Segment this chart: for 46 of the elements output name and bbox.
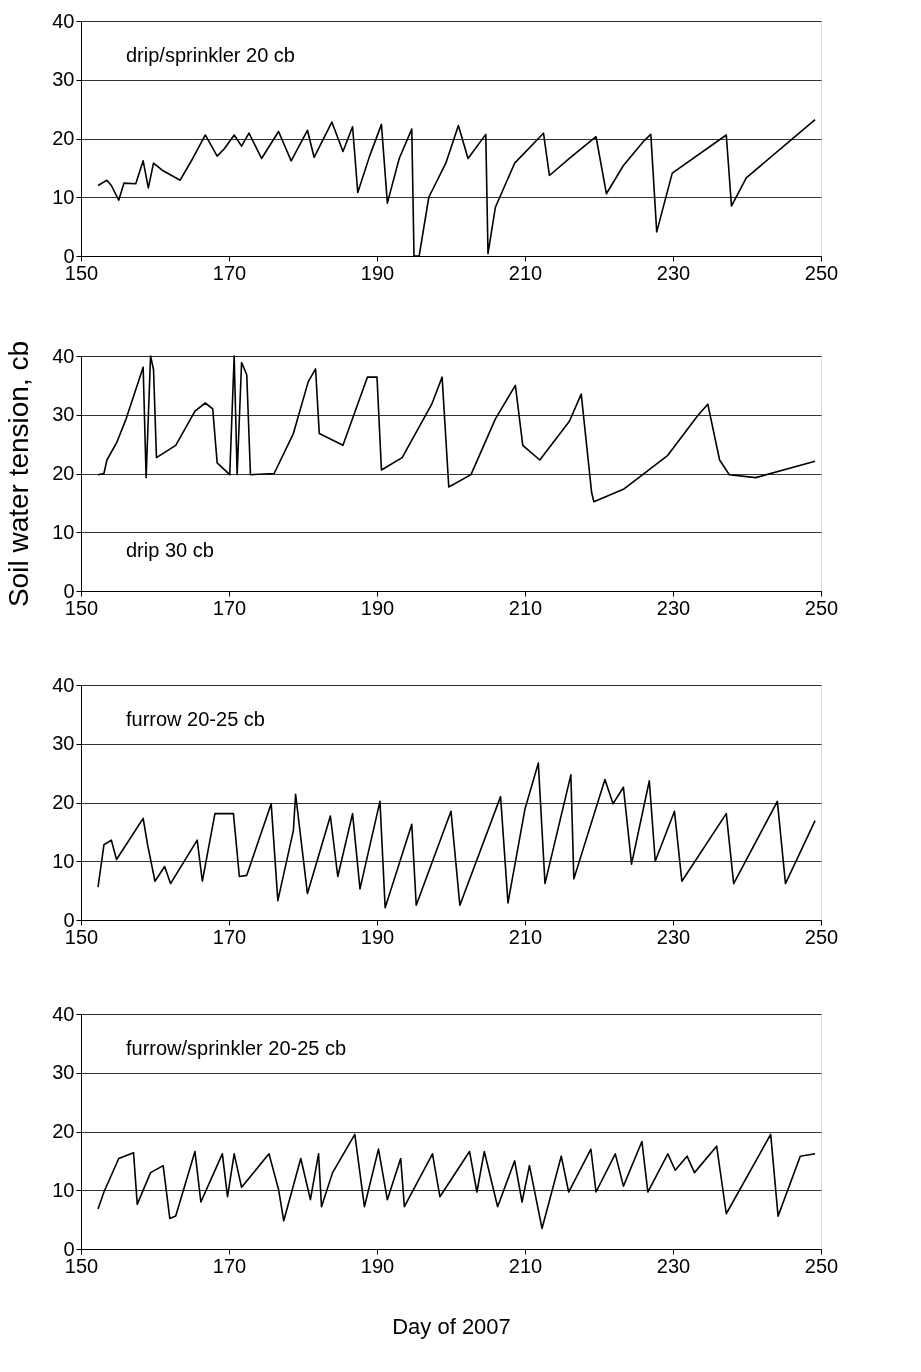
y-tick-label: 30 [52, 403, 75, 426]
x-tick-label: 190 [360, 925, 395, 948]
y-tick-label: 40 [52, 673, 75, 696]
x-tick-label: 190 [360, 596, 395, 619]
x-tick-label: 230 [656, 1254, 691, 1277]
y-tick-label: 20 [52, 1120, 75, 1142]
x-tick-label: 230 [656, 596, 691, 619]
annotation: furrow/sprinkler 20-25 cb [126, 1037, 347, 1059]
x-tick-label: 210 [508, 1254, 543, 1277]
y-tick-label: 30 [52, 732, 75, 755]
y-tick-label: 10 [52, 849, 75, 872]
y-tick-label: 10 [52, 520, 75, 543]
y-tick-label: 20 [52, 462, 75, 484]
x-tick-label: 250 [804, 261, 839, 284]
x-axis-title: Day of 2007 [392, 1313, 511, 1339]
y-tick-label: 20 [52, 791, 75, 813]
y-tick-label: 0 [63, 579, 75, 602]
x-tick-label: 170 [212, 596, 247, 619]
x-tick-label: 170 [212, 261, 247, 284]
y-tick-label: 0 [63, 244, 75, 267]
annotation: furrow 20-25 cb [126, 708, 265, 730]
x-tick-label: 210 [508, 596, 543, 619]
x-tick-label: 250 [804, 1254, 839, 1277]
y-tick-label: 0 [63, 1237, 75, 1260]
y-tick-label: 30 [52, 68, 75, 91]
x-tick-label: 210 [508, 925, 543, 948]
y-tick-label: 40 [52, 1002, 75, 1025]
x-tick-label: 190 [360, 261, 395, 284]
x-tick-label: 230 [656, 261, 691, 284]
x-tick-label: 210 [508, 261, 543, 284]
y-tick-label: 10 [52, 1178, 75, 1201]
y-tick-label: 40 [52, 9, 75, 32]
y-tick-label: 40 [52, 344, 75, 367]
x-tick-label: 250 [804, 596, 839, 619]
x-tick-label: 250 [804, 925, 839, 948]
y-tick-label: 0 [63, 908, 75, 931]
x-tick-label: 190 [360, 1254, 395, 1277]
y-tick-label: 10 [52, 185, 75, 208]
x-tick-label: 170 [212, 1254, 247, 1277]
y-axis-title: Soil water tension, cb [3, 340, 35, 608]
x-tick-label: 230 [656, 925, 691, 948]
x-tick-label: 170 [212, 925, 247, 948]
annotation: drip 30 cb [126, 539, 214, 561]
annotation: drip/sprinkler 20 cb [126, 44, 295, 66]
y-tick-label: 30 [52, 1061, 75, 1084]
y-tick-label: 20 [52, 127, 75, 149]
